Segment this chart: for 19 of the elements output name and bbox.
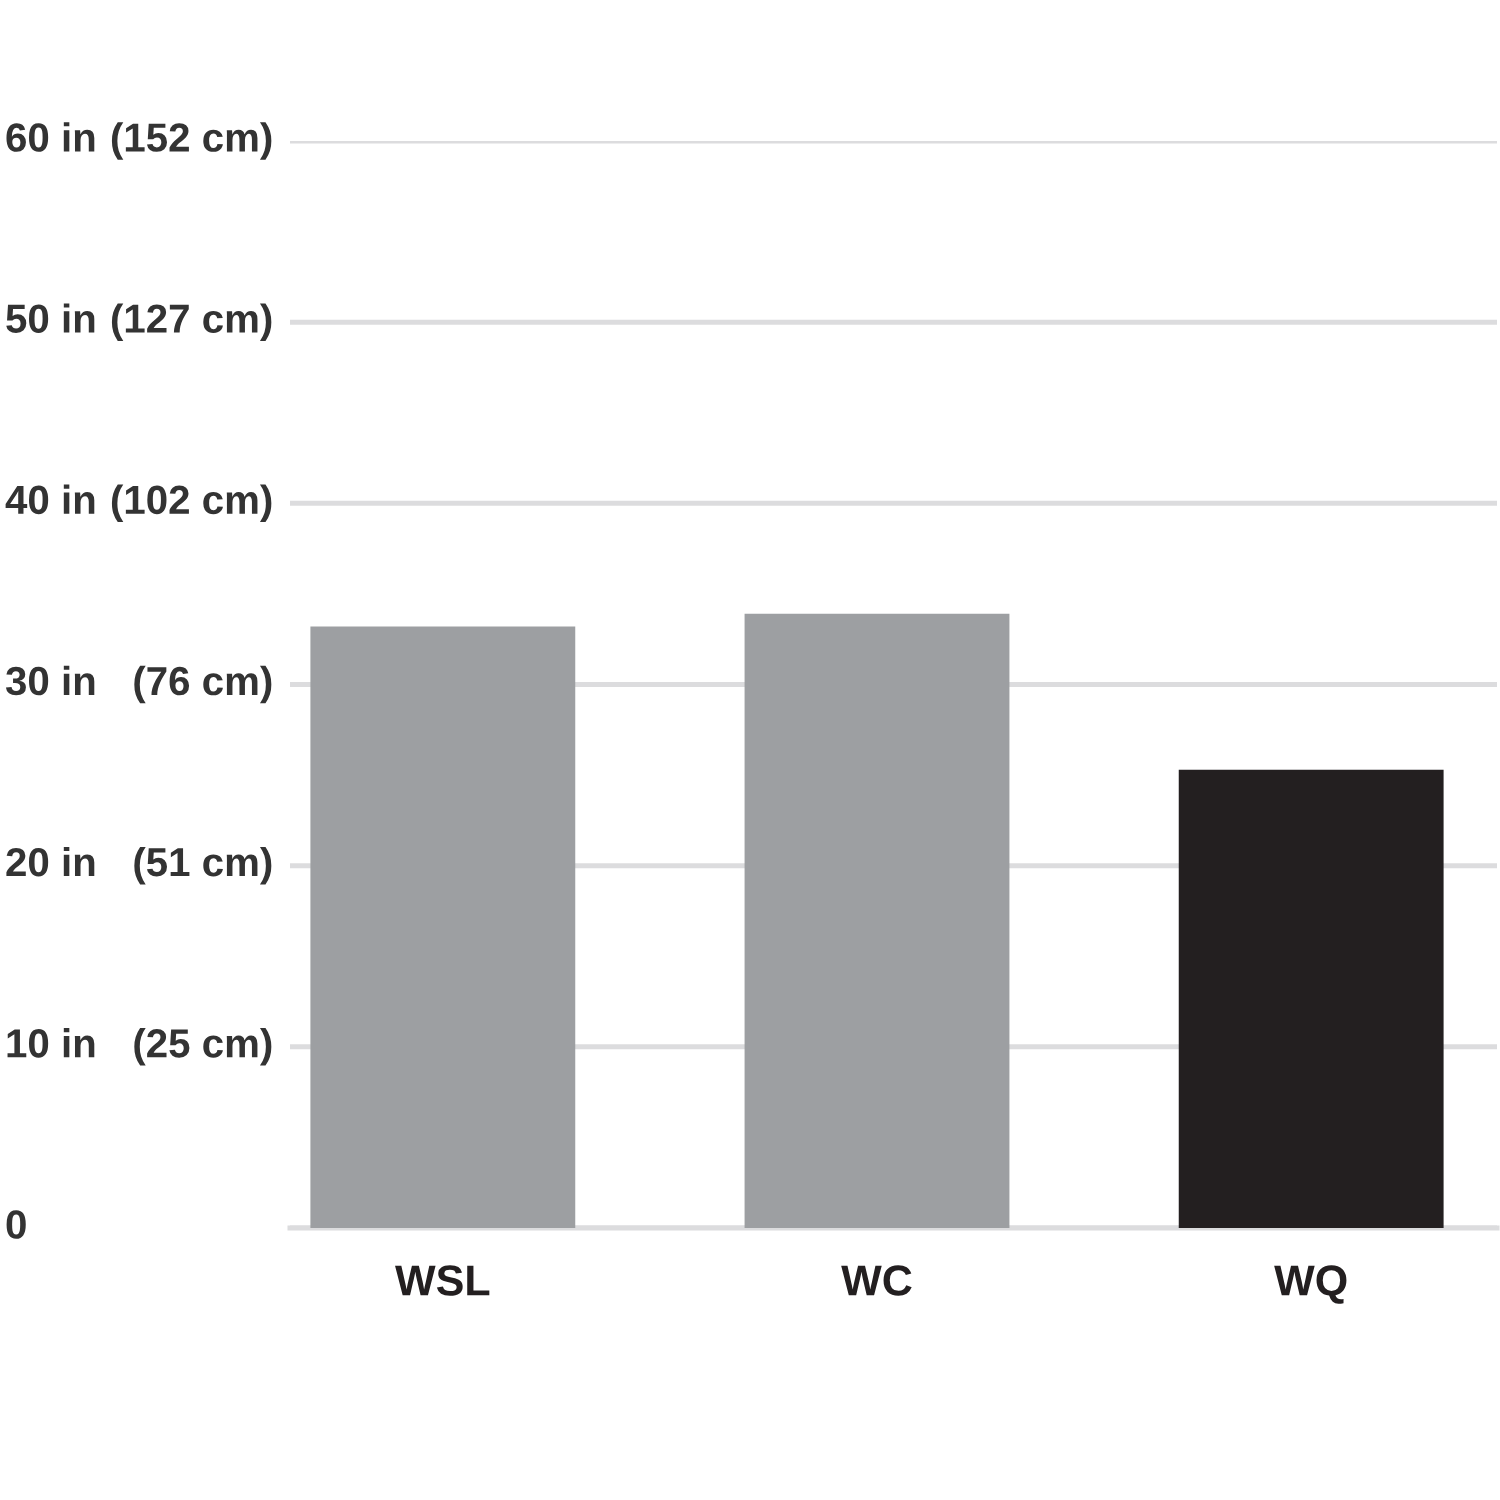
y2-tick-label: (25 cm) <box>134 1028 272 1066</box>
y2-tick-label: (152 cm) <box>111 122 272 160</box>
y-tick-label: 30 in <box>5 665 95 696</box>
bar <box>310 626 576 1228</box>
y-tick-label: 40 in <box>5 484 95 515</box>
x-tick-label: WQ <box>1274 1265 1347 1304</box>
y-tick-label: 50 in <box>6 303 95 333</box>
y2-tick-label: (127 cm) <box>111 303 272 341</box>
x-tick-label: WC <box>841 1265 912 1296</box>
x-tick-label: WSL <box>395 1265 490 1296</box>
y-tick-label: 10 in <box>7 1028 95 1058</box>
y2-tick-label: (102 cm) <box>111 484 272 523</box>
y2-tick-label: (51 cm) <box>134 846 272 885</box>
bar <box>744 613 1010 1228</box>
y2-tick-label: (76 cm) <box>134 665 272 704</box>
y-tick-label: 0 <box>6 1210 26 1239</box>
y-tick-label: 20 in <box>6 846 95 877</box>
y-tick-label: 60 in <box>6 122 95 152</box>
bar <box>1178 769 1444 1228</box>
